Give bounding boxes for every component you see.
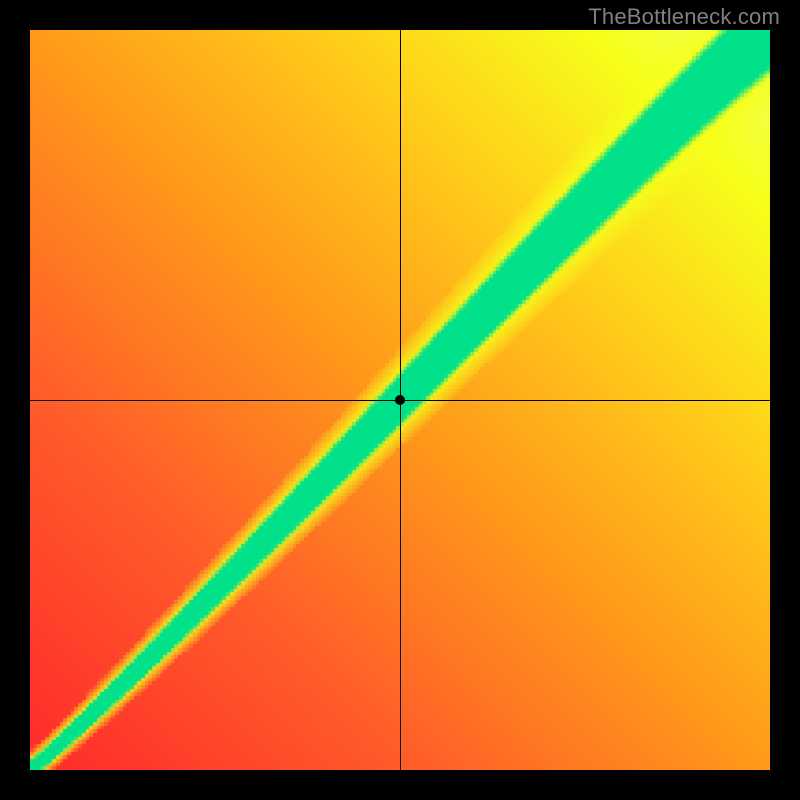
plot-area [30,30,770,770]
marker-dot [395,395,405,405]
chart-frame: TheBottleneck.com [0,0,800,800]
watermark-text: TheBottleneck.com [588,4,780,30]
